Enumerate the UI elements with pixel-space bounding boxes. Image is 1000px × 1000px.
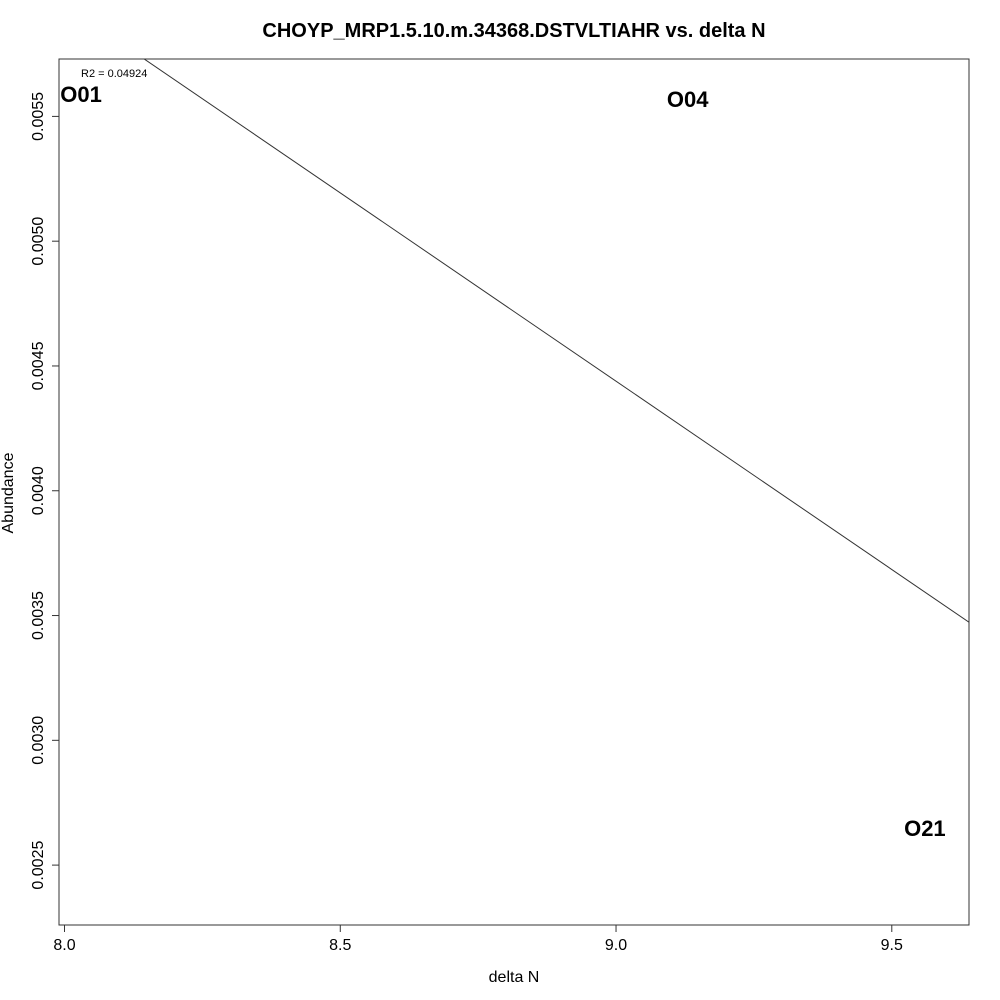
y-tick-label: 0.0040 [30,466,47,515]
r2-annotation: R2 = 0.04924 [81,68,147,80]
y-tick-label: 0.0030 [30,716,47,765]
x-tick-label: 9.5 [881,937,903,954]
y-axis: 0.0025 0.0030 0.0035 0.0040 0.0045 0.0050 0.00… [30,92,60,890]
point-labels: O01 O04 O21 [60,82,945,841]
plot-frame [58,58,970,926]
y-tick-label: 0.0055 [30,92,47,141]
y-tick-label: 0.0050 [30,217,47,266]
y-tick-label: 0.0025 [30,841,47,890]
regression-line [143,59,969,623]
point-label-o01: O01 [60,82,102,107]
point-label-o04: O04 [667,87,709,112]
y-tick-label: 0.0045 [30,341,47,390]
x-tick-label: 8.5 [329,937,351,954]
x-axis-label: delta N [489,969,540,986]
chart-title: CHOYP_MRP1.5.10.m.34368.DSTVLTIAHR vs. d… [262,20,765,42]
point-label-o21: O21 [904,816,946,841]
x-tick-label: 9.0 [605,937,627,954]
x-tick-label: 8.0 [53,937,75,954]
y-tick-label: 0.0035 [30,591,47,640]
x-axis: 8.0 8.5 9.0 9.5 [53,924,903,954]
y-axis-label: Abundance [0,452,17,533]
